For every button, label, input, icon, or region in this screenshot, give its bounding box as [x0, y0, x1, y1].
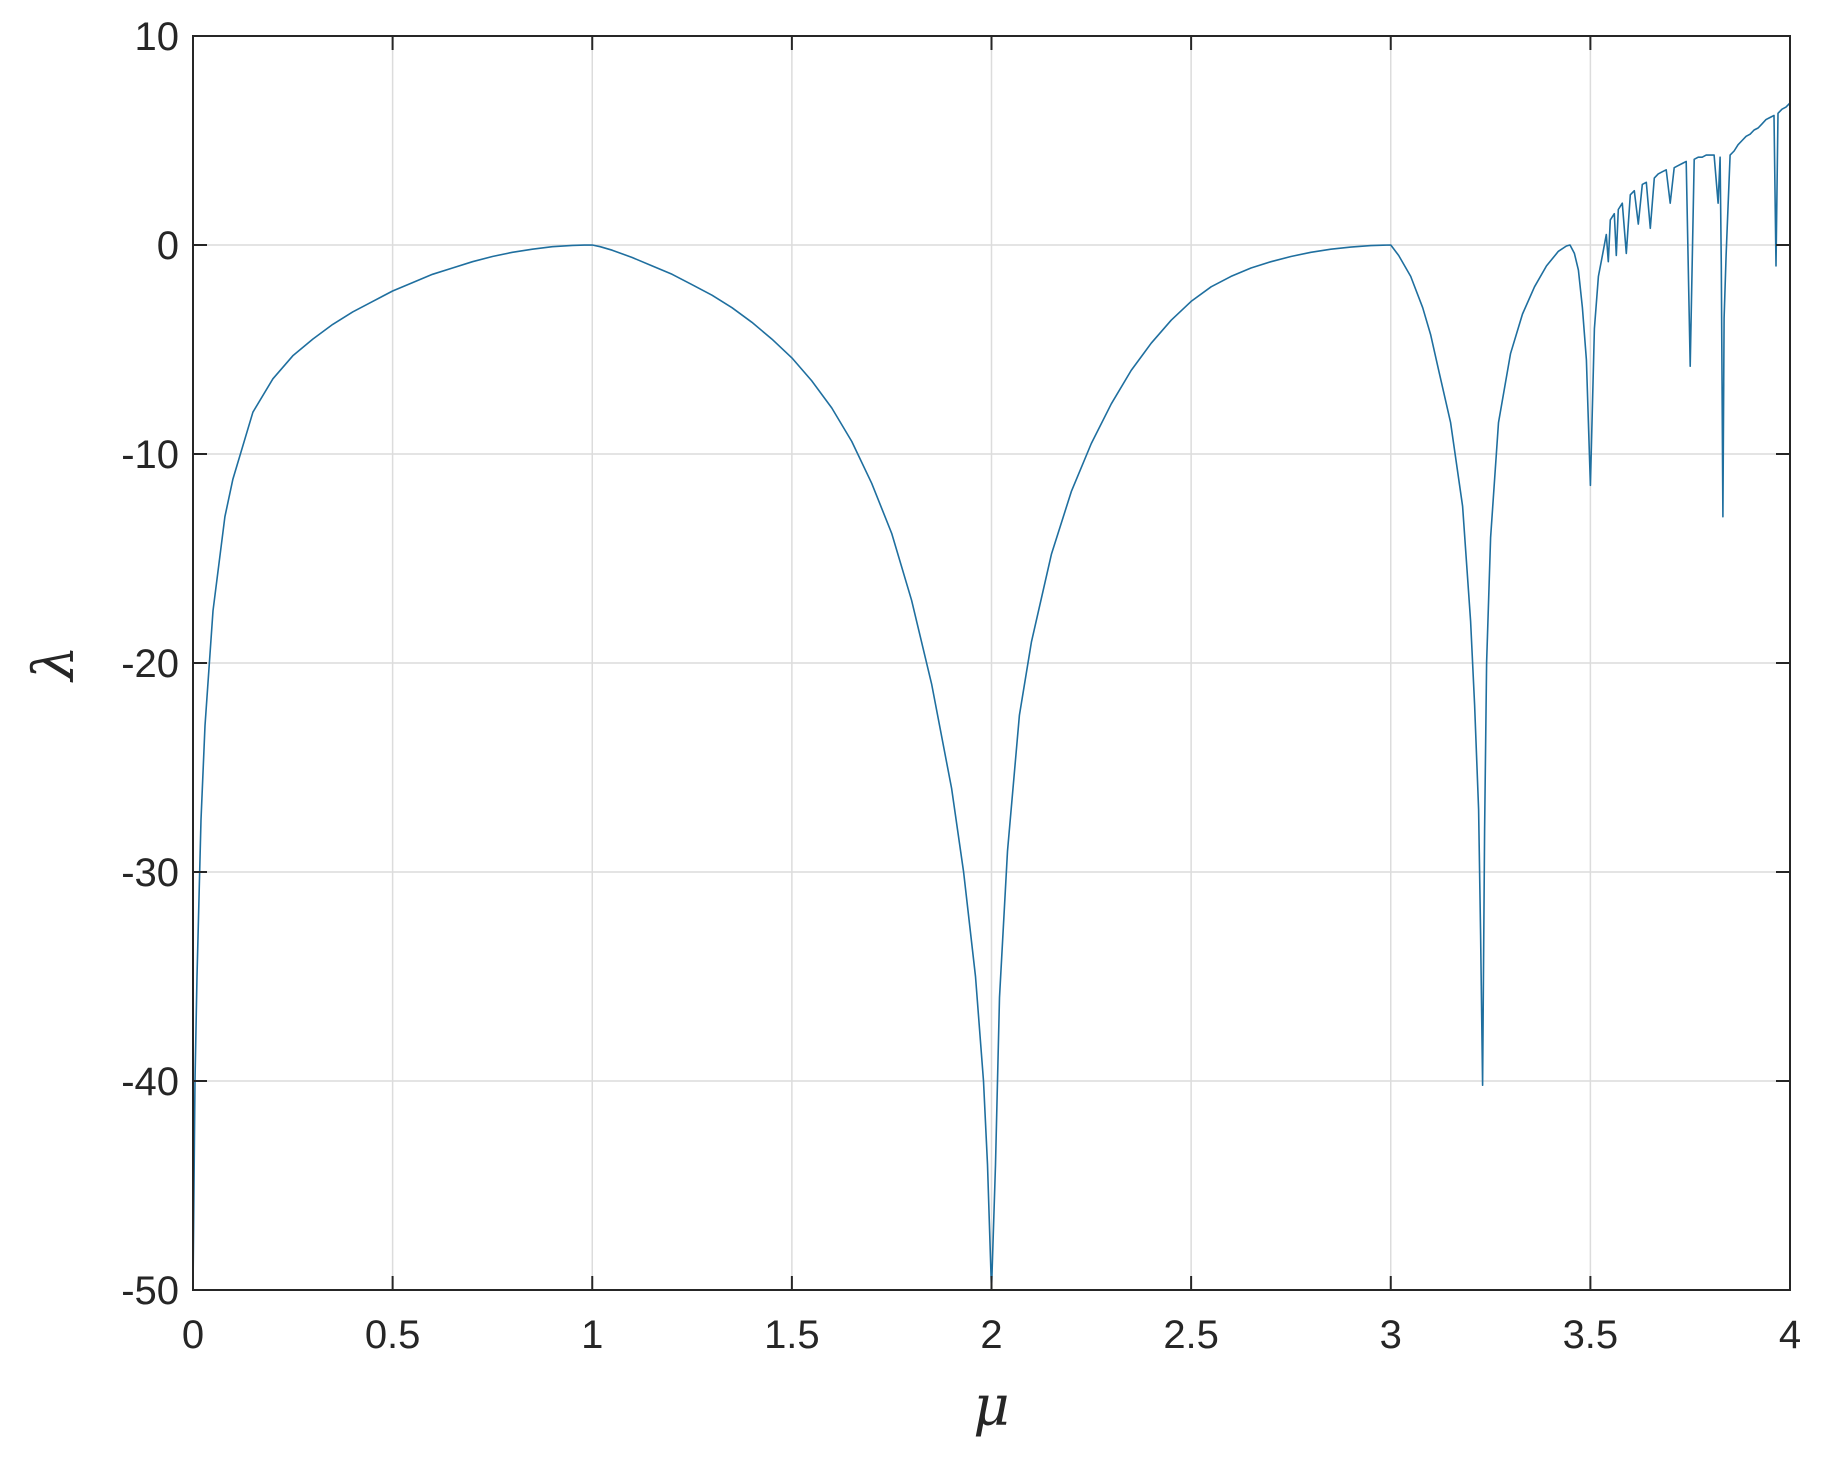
x-tick-label: 1.5 — [764, 1313, 820, 1357]
x-axis-label: μ — [973, 1374, 1009, 1439]
y-tick-label: -40 — [121, 1060, 179, 1104]
y-tick-label: 10 — [135, 15, 180, 59]
x-tick-label: 0.5 — [365, 1313, 421, 1357]
x-tick-label: 3.5 — [1563, 1313, 1619, 1357]
y-tick-labels: 10 0 -10 -20 -30 -40 -50 — [121, 15, 179, 1313]
x-tick-labels: 0 0.5 1 1.5 2 2.5 3 3.5 4 — [182, 1313, 1801, 1357]
x-tick-label: 2 — [980, 1313, 1002, 1357]
x-tick-label: 1 — [581, 1313, 603, 1357]
y-tick-label: 0 — [157, 224, 179, 268]
y-tick-label: -10 — [121, 433, 179, 477]
tick-marks — [192, 35, 1791, 1291]
y-axis-label: λ — [22, 645, 87, 683]
x-tick-label: 4 — [1779, 1313, 1801, 1357]
x-tick-label: 3 — [1380, 1313, 1402, 1357]
y-tick-label: -20 — [121, 642, 179, 686]
series-group — [192, 102, 1791, 1291]
y-tick-label: -30 — [121, 851, 179, 895]
x-tick-label: 0 — [182, 1313, 204, 1357]
series-line-0 — [192, 102, 1791, 1291]
x-tick-label: 2.5 — [1163, 1313, 1219, 1357]
y-tick-label: -50 — [121, 1269, 179, 1313]
